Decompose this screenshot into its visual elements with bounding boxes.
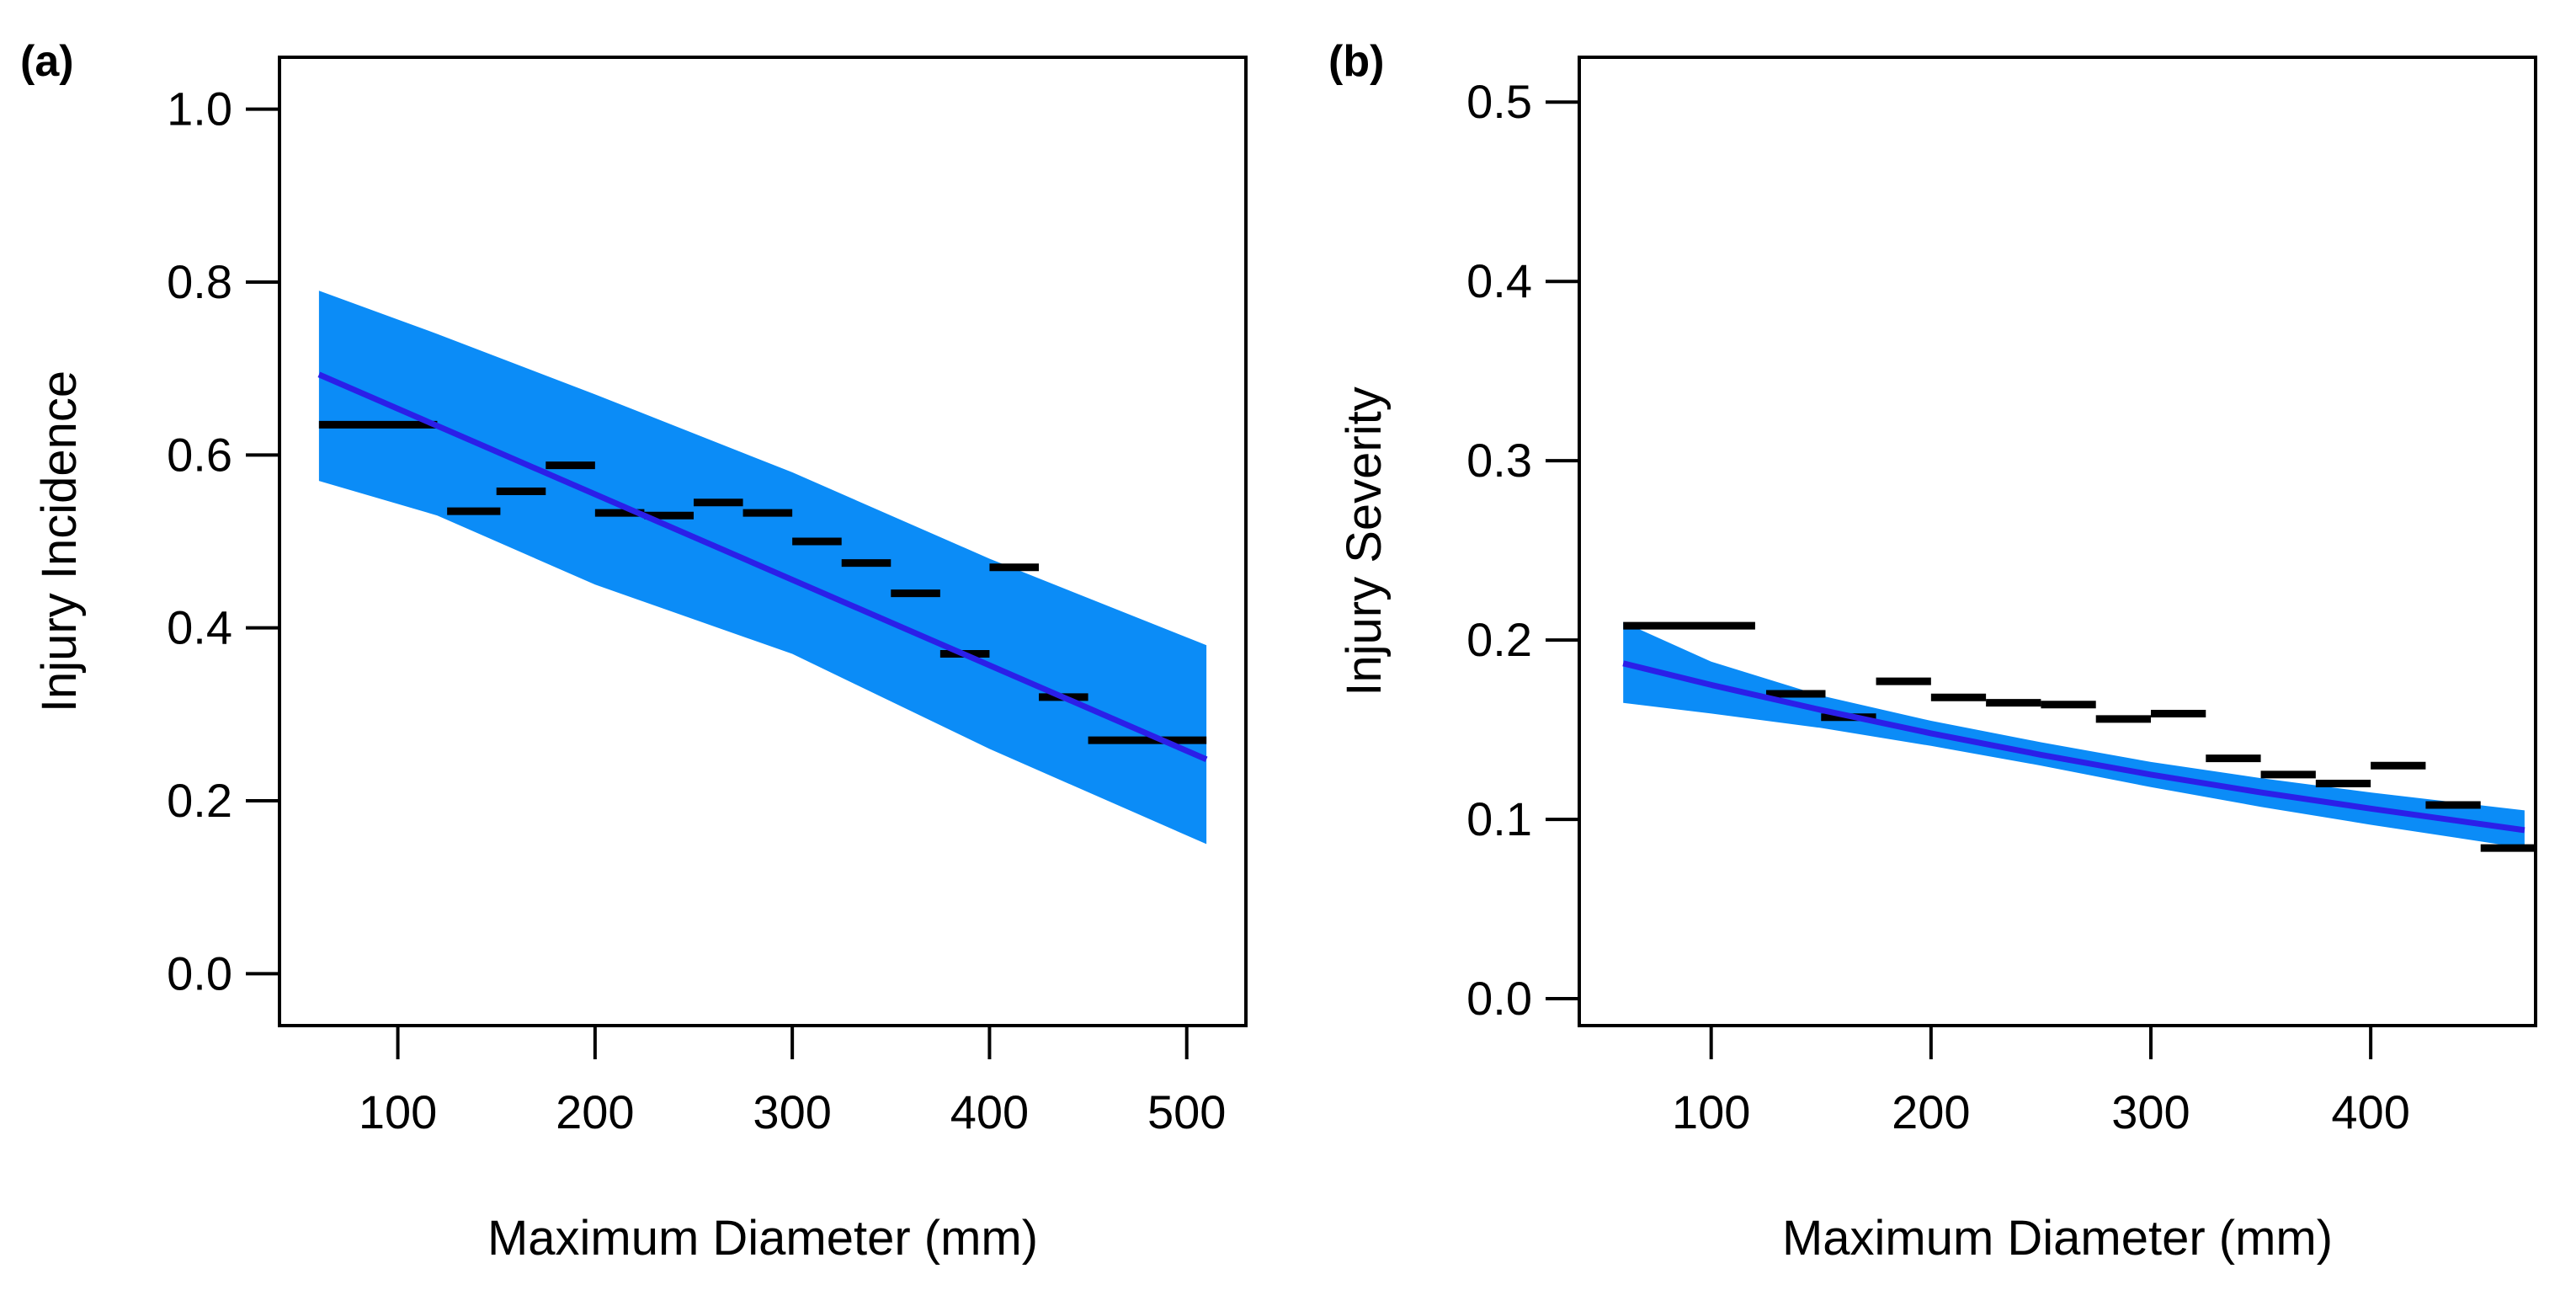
panel-a-ytick-label: 0.8 (167, 255, 232, 308)
panel-b: (b) 0.0 0.1 0.2 0.3 0.4 0.5 100 200 300 400 Maxi… (1328, 37, 2537, 1266)
panel-b-ytick-label: 0.2 (1466, 613, 1532, 666)
panel-a-y-axis-title: Injury Incidence (32, 370, 87, 712)
panel-b-ytick-label: 0.1 (1466, 792, 1532, 845)
panel-a-y-axis: 0.0 0.2 0.4 0.6 0.8 1.0 (167, 83, 279, 999)
panel-b-fit-line (1622, 660, 2525, 834)
panel-a-line-layer (317, 371, 1208, 763)
panel-a-x-axis: 100 200 300 400 500 (359, 1026, 1226, 1138)
panel-a-ytick-label: 0.4 (167, 601, 232, 654)
panel-b-ytick-label: 0.0 (1466, 972, 1532, 1025)
panel-a-fit-line (317, 371, 1208, 763)
panel-b-xtick-label: 200 (1892, 1085, 1970, 1138)
panel-b-ytick-label: 0.3 (1466, 434, 1532, 487)
panel-b-band-layer (1623, 621, 2525, 849)
panel-b-x-axis-title: Maximum Diameter (mm) (1782, 1211, 2333, 1266)
panel-b-label: (b) (1328, 37, 1384, 86)
panel-a-xtick-label: 200 (556, 1085, 634, 1138)
panel-b-ytick-label: 0.4 (1466, 254, 1532, 307)
panel-b-y-axis: 0.0 0.1 0.2 0.3 0.4 0.5 (1466, 75, 1579, 1025)
panel-a-ytick-label: 0.0 (167, 946, 232, 999)
panel-a-ytick-label: 0.6 (167, 428, 232, 481)
panel-a-xtick-label: 100 (359, 1085, 437, 1138)
panel-a-xtick-label: 400 (950, 1085, 1029, 1138)
panel-a: (a) 0.0 0.2 0.4 0.6 0.8 1.0 100 200 300 400 500 M… (20, 37, 1248, 1266)
panel-b-line-layer (1622, 660, 2525, 834)
panel-a-xtick-label: 300 (753, 1085, 831, 1138)
panel-a-ytick-label: 0.2 (167, 774, 232, 827)
panel-a-plot-box (278, 56, 1248, 1027)
panel-b-xtick-label: 300 (2111, 1085, 2190, 1138)
panel-b-xtick-label: 400 (2331, 1085, 2409, 1138)
panel-a-xtick-label: 500 (1147, 1085, 1226, 1138)
panel-b-y-axis-title: Injury Severity (1337, 386, 1392, 696)
panel-a-label: (a) (20, 37, 74, 86)
panel-b-ci-band (1623, 621, 2525, 849)
panel-b-x-axis: 100 200 300 400 (1672, 1026, 2410, 1138)
panel-b-xtick-label: 100 (1672, 1085, 1750, 1138)
panel-b-plot-box (1578, 56, 2537, 1027)
panel-b-ytick-label: 0.5 (1466, 75, 1532, 128)
panel-b-bins-layer (1623, 621, 2536, 852)
panel-a-ytick-label: 1.0 (167, 83, 232, 136)
panel-a-x-axis-title: Maximum Diameter (mm) (487, 1211, 1038, 1266)
